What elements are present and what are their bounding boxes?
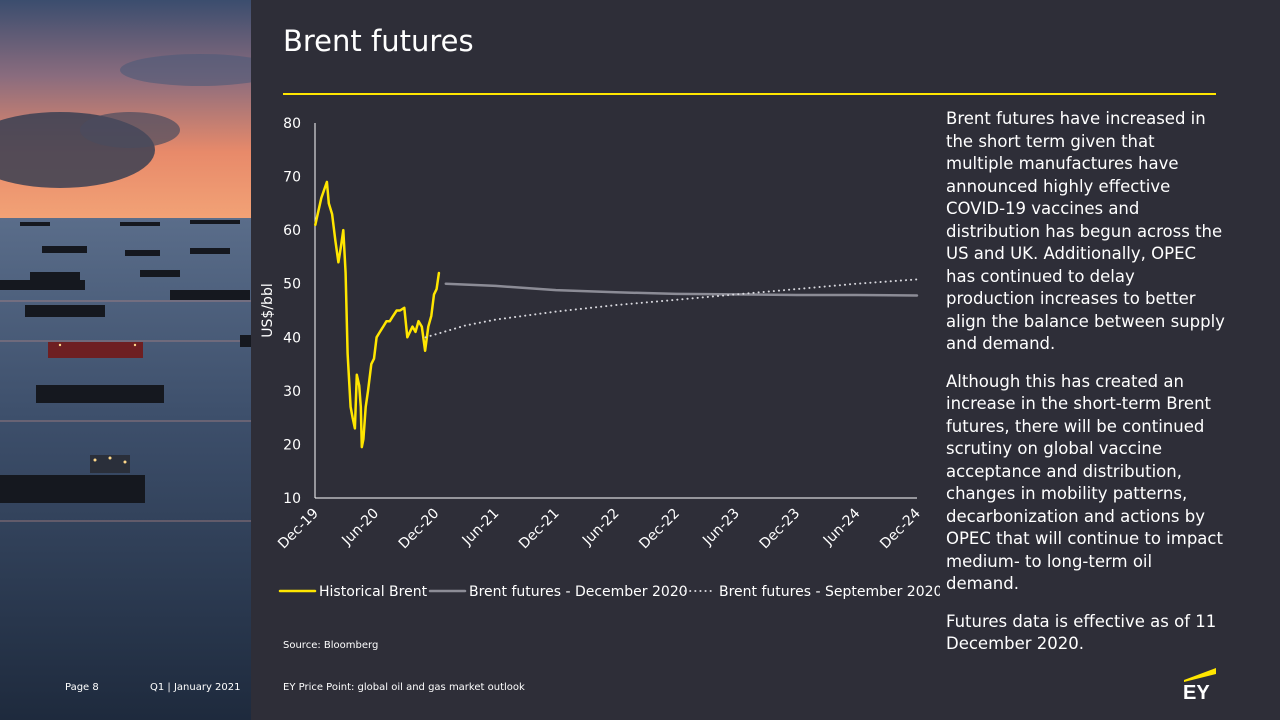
x-tick-label: Dec-24 <box>877 505 924 552</box>
x-tick-label: Jun-23 <box>699 506 743 550</box>
y-tick-label: 70 <box>283 170 301 186</box>
legend-label-1: Historical Brent <box>319 584 428 600</box>
ey-logo-beam <box>1184 668 1216 682</box>
commentary-paragraph-2: Although this has created an increase in… <box>946 371 1223 594</box>
x-tick-label: Dec-19 <box>275 506 322 553</box>
x-tick-label: Dec-22 <box>636 506 683 553</box>
sea-tanker-photo <box>0 0 251 720</box>
series-line-3 <box>424 278 918 339</box>
y-tick-label: 40 <box>283 330 301 346</box>
page-number: Page 8 <box>65 682 99 693</box>
x-tick-label: Jun-22 <box>579 506 623 550</box>
period-label: Q1 | January 2021 <box>150 682 241 693</box>
y-tick-label: 60 <box>283 223 301 239</box>
series-line-1 <box>314 180 441 449</box>
y-tick-label: 10 <box>283 491 301 507</box>
x-tick-label: Jun-21 <box>459 506 503 550</box>
ey-logo-text: EY <box>1183 682 1210 702</box>
y-axis-label: US$/bbl <box>260 283 276 337</box>
x-tick-label: Jun-20 <box>338 506 382 550</box>
legend-label-3: Brent futures - September 2020 <box>719 584 940 600</box>
ey-logo: EY <box>1183 668 1216 702</box>
slide-title: Brent futures <box>283 24 474 58</box>
commentary-paragraph-3: Futures data is effective as of 11 Decem… <box>946 611 1217 654</box>
series-line-2 <box>444 282 919 297</box>
title-underline <box>283 93 1216 95</box>
legend-label-2: Brent futures - December 2020 <box>469 584 688 600</box>
x-tick-label: Dec-20 <box>396 506 443 553</box>
commentary: Brent futures have increased in the shor… <box>946 108 1226 671</box>
commentary-paragraph-1: Brent futures have increased in the shor… <box>946 109 1225 353</box>
brent-futures-chart: 10 20 30 40 50 60 70 80 US$/bbl Dec-19 Jun-20 Dec-2… <box>260 116 940 600</box>
x-tick-label: Dec-23 <box>757 506 804 553</box>
y-tick-label: 80 <box>283 116 301 132</box>
x-tick-label: Jun-24 <box>820 505 864 549</box>
x-tick-label: Dec-21 <box>516 506 563 553</box>
y-tick-label: 20 <box>283 437 301 453</box>
source-note: Source: Bloomberg <box>283 640 379 651</box>
y-tick-label: 30 <box>283 384 301 400</box>
document-title: EY Price Point: global oil and gas marke… <box>283 682 525 693</box>
y-tick-label: 50 <box>283 277 301 293</box>
